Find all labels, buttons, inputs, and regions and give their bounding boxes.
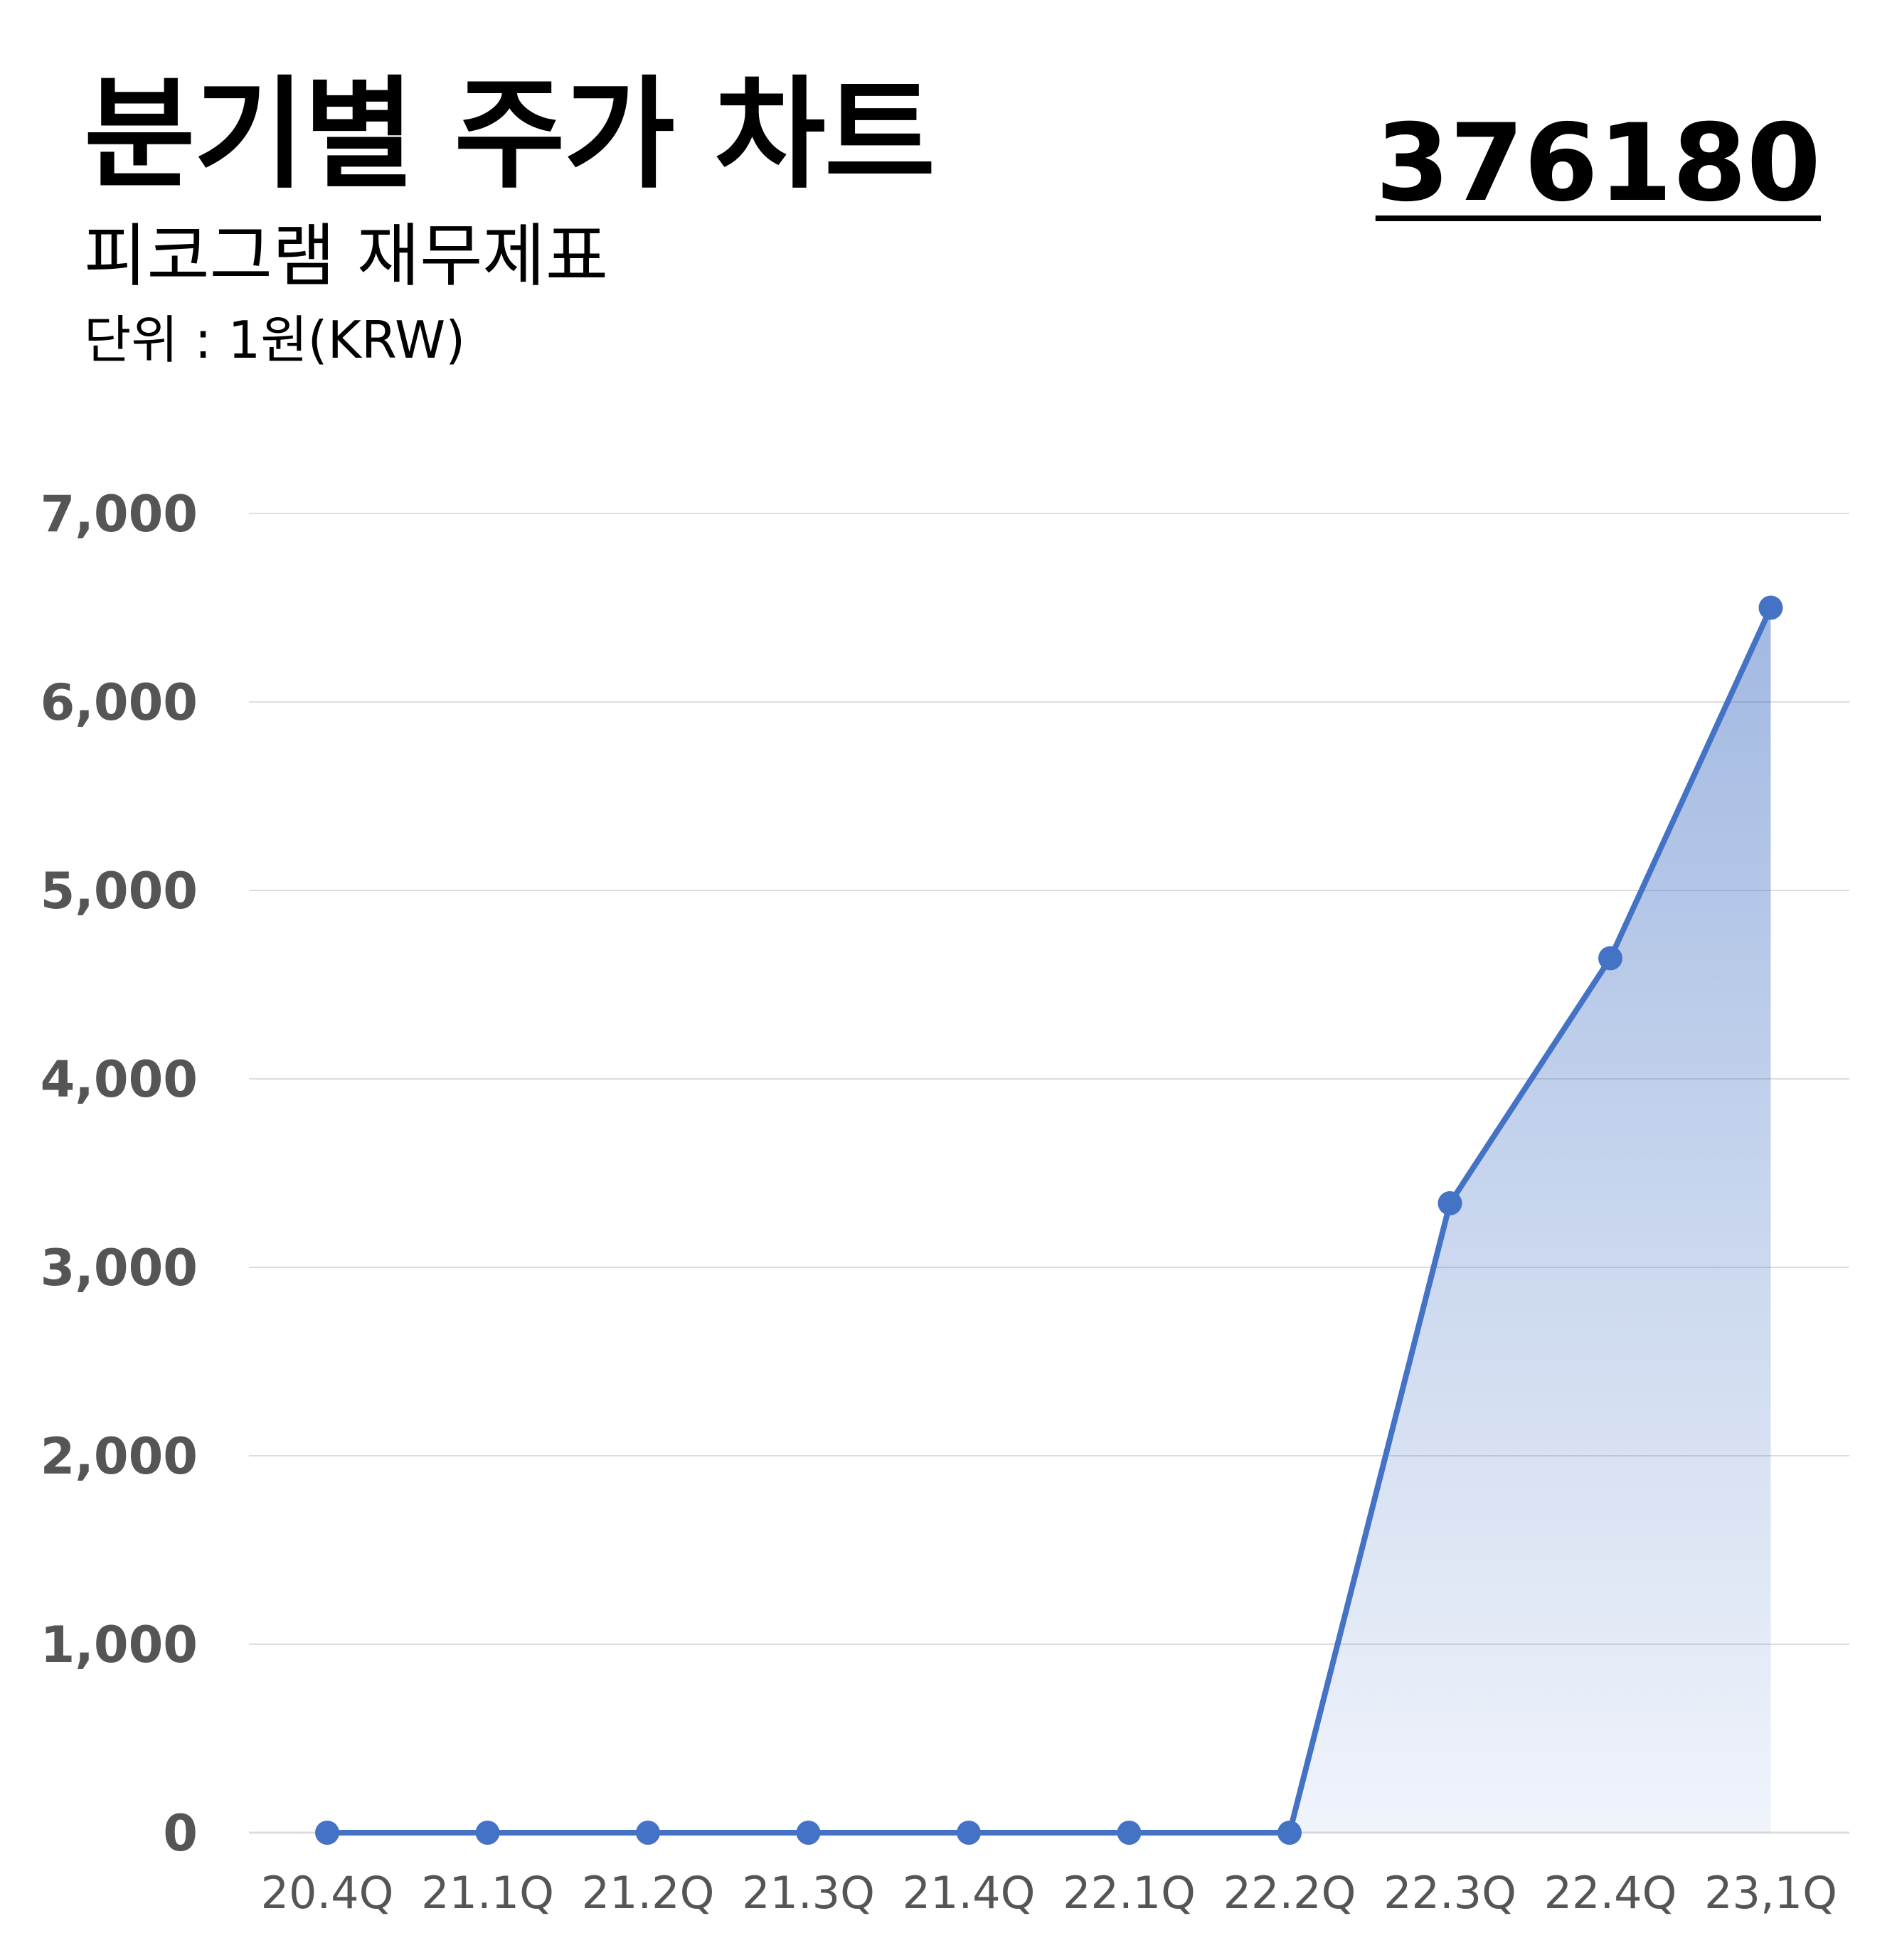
data-point bbox=[636, 1821, 660, 1845]
data-point bbox=[315, 1821, 339, 1845]
x-tick-label: 21.2Q bbox=[582, 1867, 715, 1919]
x-tick-label: 21.3Q bbox=[742, 1867, 875, 1919]
y-tick-label: 6,000 bbox=[41, 673, 198, 732]
data-points bbox=[315, 595, 1783, 1845]
y-tick-label: 5,000 bbox=[41, 862, 198, 920]
y-axis-ticks: 0 1,000 2,000 3,000 4,000 5,000 6,000 7,000 bbox=[41, 485, 198, 1863]
data-point bbox=[1117, 1821, 1142, 1845]
x-tick-label: 21.4Q bbox=[903, 1867, 1036, 1919]
y-tick-label: 1,000 bbox=[41, 1616, 198, 1674]
x-axis-ticks: 20.4Q 21.1Q 21.2Q 21.3Q 21.4Q 22.1Q 22.2Q 22.3Q… bbox=[261, 1867, 1837, 1919]
data-point bbox=[1277, 1821, 1302, 1845]
data-point bbox=[1758, 595, 1783, 620]
data-point bbox=[796, 1821, 821, 1845]
x-tick-label: 22.3Q bbox=[1383, 1867, 1516, 1919]
x-tick-label: 22.1Q bbox=[1063, 1867, 1196, 1919]
stock-code: 376180 bbox=[1375, 102, 1821, 225]
y-tick-label: 2,000 bbox=[41, 1427, 198, 1486]
data-point bbox=[1598, 946, 1622, 971]
series-line bbox=[327, 606, 1774, 1836]
x-tick-label: 20.4Q bbox=[261, 1867, 394, 1919]
data-point bbox=[475, 1821, 500, 1845]
y-tick-label: 0 bbox=[163, 1804, 198, 1863]
page-title: 분기별 주가 차트 bbox=[84, 65, 935, 206]
x-tick-label: 22.4Q bbox=[1544, 1867, 1677, 1919]
y-tick-label: 4,000 bbox=[41, 1050, 198, 1109]
page-subtitle: 피코그램 재무제표 bbox=[84, 216, 609, 296]
x-tick-label: 22.2Q bbox=[1223, 1867, 1356, 1919]
data-point bbox=[957, 1821, 981, 1845]
data-point bbox=[1438, 1191, 1462, 1215]
x-tick-label: 23,1Q bbox=[1704, 1867, 1837, 1919]
unit-label: 단위 : 1원(KRW) bbox=[84, 310, 466, 370]
y-tick-label: 3,000 bbox=[41, 1239, 198, 1297]
y-tick-label: 7,000 bbox=[41, 485, 198, 543]
x-tick-label: 21.1Q bbox=[421, 1867, 554, 1919]
area-fill bbox=[327, 607, 1771, 1833]
